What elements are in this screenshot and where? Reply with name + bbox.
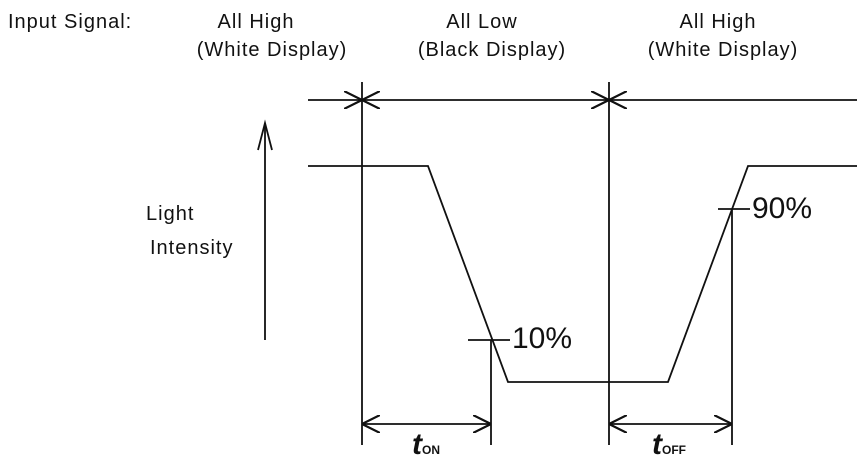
intensity-label: Intensity (150, 237, 234, 259)
state-3-title: All High (679, 11, 757, 33)
light-label: Light (146, 203, 195, 225)
t-on-subscript: ON (422, 443, 440, 457)
t-off-label: tOFF (652, 430, 686, 460)
input-signal-label: Input Signal: (8, 11, 133, 33)
light-intensity-waveform (308, 165, 857, 383)
t-off-subscript: OFF (662, 443, 686, 457)
y-axis-arrowhead (257, 119, 273, 151)
t-on-symbol: t (412, 428, 422, 461)
ninety-percent-label: 90% (752, 192, 813, 225)
t-off-symbol: t (652, 428, 662, 461)
state-3-subtitle: (White Display) (647, 39, 799, 61)
state-1-title: All High (217, 11, 295, 33)
state-2-title: All Low (446, 11, 518, 33)
ten-percent-label: 10% (512, 322, 573, 355)
state-1-subtitle: (White Display) (196, 39, 348, 61)
state-2-subtitle: (Black Display) (417, 39, 567, 61)
t-on-label: tON (412, 430, 440, 460)
